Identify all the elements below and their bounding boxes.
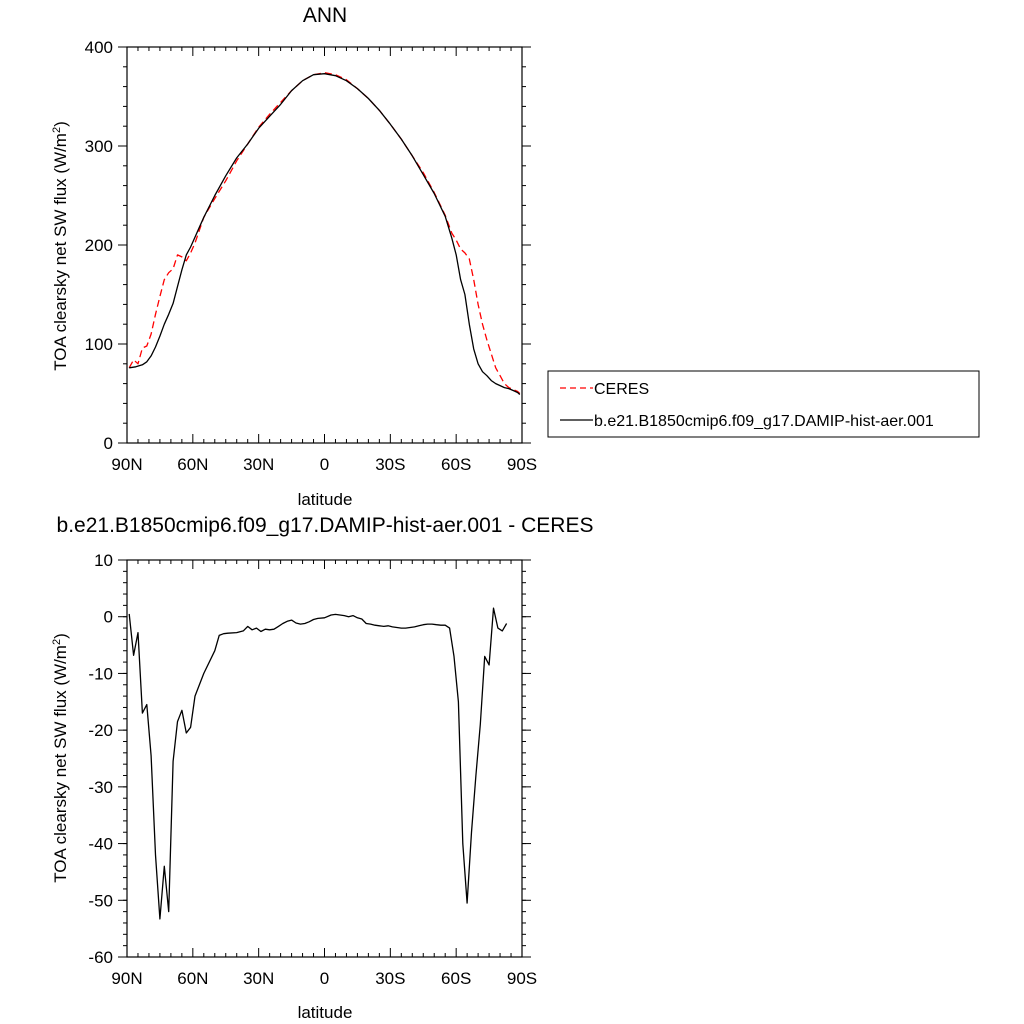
top-y-axis-label: TOA clearsky net SW flux (W/m2) bbox=[51, 121, 70, 371]
bottom-plot-frame bbox=[126, 559, 523, 958]
top-x-tick-label: 0 bbox=[320, 455, 329, 474]
top-panel: ANN latitude TOA clearsky net SW flux (W… bbox=[51, 4, 537, 509]
top-y-tick-label: 400 bbox=[85, 38, 113, 57]
top-chart-title: ANN bbox=[303, 4, 347, 27]
top-x-tick-label: 60S bbox=[441, 455, 471, 474]
top-x-tick-label: 30S bbox=[375, 455, 405, 474]
top-ticks: 90N 60N 30N 0 30S 60S 90S 0 100 200 300 400 bbox=[85, 38, 538, 474]
bottom-y-tick-label: -30 bbox=[88, 778, 113, 797]
bottom-x-tick-label: 60N bbox=[177, 969, 208, 988]
top-series-line-0 bbox=[128, 72, 521, 394]
bottom-y-tick-label: -40 bbox=[88, 835, 113, 854]
legend-box bbox=[547, 370, 980, 438]
top-x-tick-label: 90S bbox=[507, 455, 537, 474]
top-y-tick-label: 100 bbox=[85, 335, 113, 354]
bottom-panel: b.e21.B1850cmip6.f09_g17.DAMIP-hist-aer.… bbox=[51, 514, 593, 1022]
legend-label-model: b.e21.B1850cmip6.f09_g17.DAMIP-hist-aer.… bbox=[594, 413, 934, 430]
top-y-tick-label: 300 bbox=[85, 137, 113, 156]
bottom-x-tick-label: 60S bbox=[441, 969, 471, 988]
top-x-axis-label: latitude bbox=[298, 490, 353, 509]
top-y-tick-label: 0 bbox=[104, 434, 113, 453]
bottom-x-tick-label: 30N bbox=[243, 969, 274, 988]
bottom-y-tick-label: 10 bbox=[94, 551, 113, 570]
top-series-line-1 bbox=[129, 73, 521, 395]
bottom-series bbox=[128, 607, 508, 920]
bottom-y-tick-label: -50 bbox=[88, 891, 113, 910]
bottom-x-axis-label: latitude bbox=[298, 1003, 353, 1022]
top-series bbox=[128, 72, 521, 395]
bottom-x-tick-label: 30S bbox=[375, 969, 405, 988]
top-x-tick-label: 90N bbox=[111, 455, 142, 474]
legend-label-ceres: CERES bbox=[594, 381, 649, 398]
top-x-tick-label: 30N bbox=[243, 455, 274, 474]
bottom-y-tick-label: -60 bbox=[88, 948, 113, 967]
bottom-chart-title: b.e21.B1850cmip6.f09_g17.DAMIP-hist-aer.… bbox=[57, 514, 594, 537]
bottom-x-tick-label: 90N bbox=[111, 969, 142, 988]
bottom-y-tick-label: -10 bbox=[88, 664, 113, 683]
top-x-tick-label: 60N bbox=[177, 455, 208, 474]
bottom-ticks: 90N 60N 30N 0 30S 60S 90S 10 0 -10 -20 -30 -40 -50 -60 bbox=[88, 551, 537, 988]
bottom-series-line-0 bbox=[128, 607, 508, 920]
top-plot-frame bbox=[126, 46, 523, 444]
legend: CERES b.e21.B1850cmip6.f09_g17.DAMIP-his… bbox=[547, 370, 980, 438]
bottom-y-axis-label: TOA clearsky net SW flux (W/m2) bbox=[51, 633, 70, 883]
bottom-x-tick-label: 0 bbox=[320, 969, 329, 988]
top-y-tick-label: 200 bbox=[85, 236, 113, 255]
bottom-x-tick-label: 90S bbox=[507, 969, 537, 988]
bottom-y-tick-label: 0 bbox=[104, 608, 113, 627]
bottom-y-tick-label: -20 bbox=[88, 721, 113, 740]
